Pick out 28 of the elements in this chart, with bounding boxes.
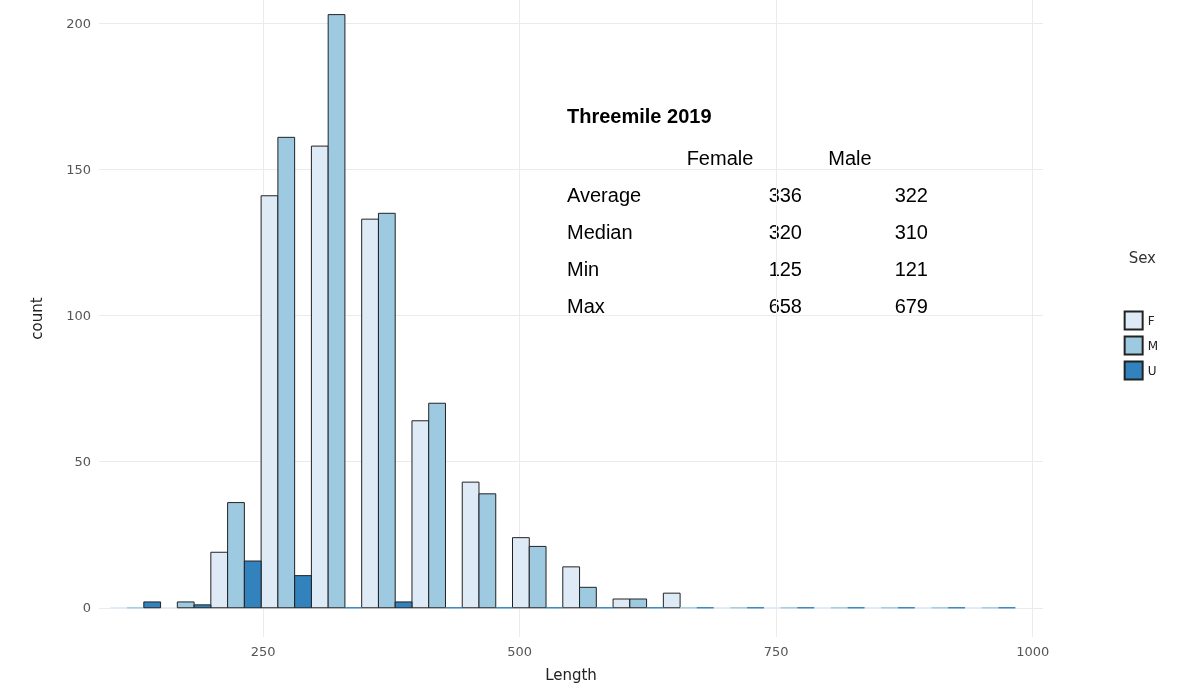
annotation: 679 [894, 295, 928, 317]
legend-label: U [1147, 363, 1157, 378]
y-tick-label: 200 [66, 15, 91, 31]
annotation: Male [828, 147, 872, 169]
y-tick-label: 50 [74, 454, 91, 470]
x-tick-label: 1000 [1016, 644, 1050, 659]
annotation: Min [567, 258, 600, 280]
x-tick-label: 750 [763, 644, 789, 659]
y-tick-label: 150 [66, 161, 91, 177]
annotation: 121 [894, 258, 928, 280]
annotation: Max [567, 295, 605, 317]
y-tick-label: 0 [82, 600, 91, 616]
y-tick-label: 100 [66, 308, 91, 324]
annotation: Median [567, 221, 633, 243]
text: Threemile 2019 [567, 105, 712, 127]
annotation: Female [686, 147, 754, 169]
annotation: 310 [894, 221, 928, 243]
x-tick-label: 500 [507, 644, 533, 659]
legend-label: M [1147, 338, 1159, 353]
legend-label: F [1147, 313, 1155, 328]
annotation: 125 [768, 258, 802, 280]
annotation: 658 [768, 295, 802, 317]
y-axis-title: count [27, 297, 46, 340]
x-axis-title: Length [545, 665, 597, 684]
annotation: 322 [894, 184, 928, 206]
annotation: Average [567, 184, 642, 206]
x-tick-label: 250 [250, 644, 276, 659]
legend-title: Sex [1128, 248, 1157, 267]
